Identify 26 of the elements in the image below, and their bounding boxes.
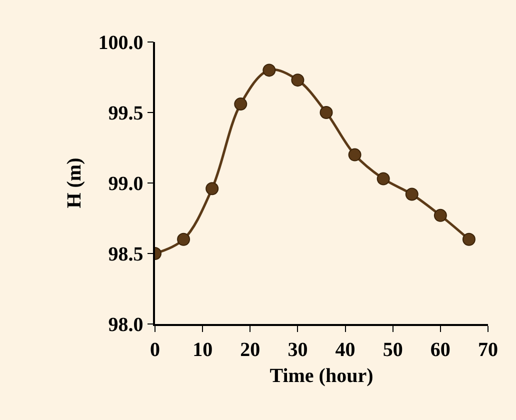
point xyxy=(462,232,476,246)
y-tick-label: 99.5 xyxy=(108,102,144,124)
y-axis-title: H (m) xyxy=(63,158,86,208)
point xyxy=(348,148,362,162)
x-tick-label: 50 xyxy=(382,338,403,361)
point xyxy=(291,74,304,87)
point xyxy=(262,64,276,77)
point xyxy=(177,232,190,246)
x-tick-label: 30 xyxy=(288,338,308,361)
y-tick-label: 99.0 xyxy=(108,173,144,195)
x-tick-label: 0 xyxy=(150,338,160,361)
y-tick-label: 98.0 xyxy=(108,314,144,336)
x-tick-label: 10 xyxy=(192,338,213,361)
point xyxy=(206,182,219,196)
y-tick-label: 98.5 xyxy=(108,244,144,266)
point xyxy=(376,172,390,186)
point xyxy=(320,106,333,119)
x-tick-label: 60 xyxy=(430,338,450,361)
x-tick-label: 40 xyxy=(335,338,356,361)
y-tick-label: 100.0 xyxy=(98,32,144,54)
x-axis-title: Time (hour) xyxy=(270,364,374,387)
point xyxy=(405,188,418,201)
point xyxy=(434,208,447,222)
x-tick-label: 70 xyxy=(478,338,498,361)
point xyxy=(234,98,248,111)
x-tick-label: 20 xyxy=(240,338,260,361)
